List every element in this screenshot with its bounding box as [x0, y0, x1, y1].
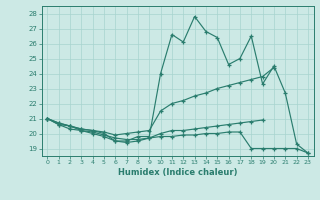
X-axis label: Humidex (Indice chaleur): Humidex (Indice chaleur): [118, 168, 237, 177]
